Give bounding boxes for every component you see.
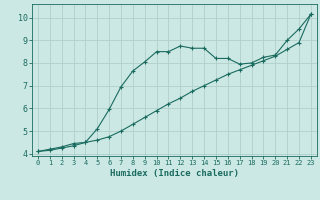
X-axis label: Humidex (Indice chaleur): Humidex (Indice chaleur): [110, 169, 239, 178]
